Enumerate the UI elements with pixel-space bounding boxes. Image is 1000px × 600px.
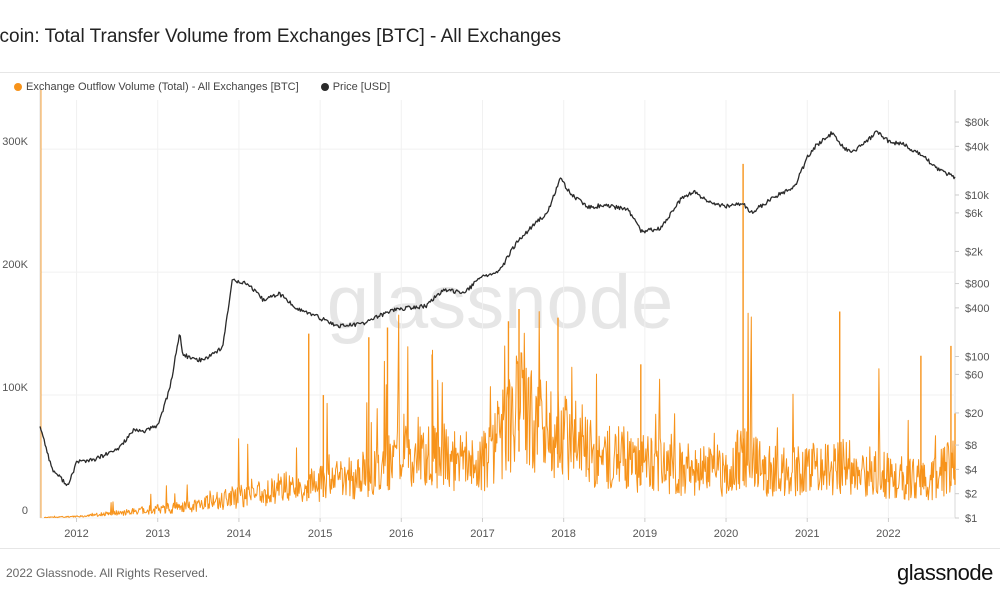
axes: 2012 2013 2014 2015 2016 2017 2018 2019 2020 2021… (2, 117, 989, 540)
y-right-tick-label: $400 (965, 303, 989, 315)
price-line (39, 130, 956, 487)
y-right-tick-label: $800 (965, 279, 989, 291)
glassnode-logo: glassnode (897, 560, 993, 585)
x-tick-label: 2019 (633, 528, 657, 540)
x-tick-label: 2021 (795, 528, 819, 540)
legend: Exchange Outflow Volume (Total) - All Ex… (14, 81, 390, 93)
copyright-text: 2022 Glassnode. All Rights Reserved. (6, 566, 209, 580)
legend-item-outflow[interactable]: Exchange Outflow Volume (Total) - All Ex… (14, 81, 299, 93)
y-right-tick-label: $1 (965, 513, 977, 525)
x-tick-label: 2016 (389, 528, 413, 540)
y-right-tick-label: $80k (965, 117, 989, 129)
y-left-tick-label: 0 (22, 505, 28, 517)
y-right-tick-label: $10k (965, 190, 989, 202)
outflow-line (43, 311, 956, 519)
legend-label-outflow: Exchange Outflow Volume (Total) - All Ex… (26, 81, 299, 93)
y-left-tick-label: 200K (2, 259, 28, 271)
x-tick-label: 2015 (308, 528, 332, 540)
x-tick-label: 2013 (145, 528, 169, 540)
y-right-tick-label: $6k (965, 208, 983, 220)
glassnode-watermark: glassnode (327, 260, 674, 345)
price-series (39, 130, 956, 487)
legend-label-price: Price [USD] (332, 81, 391, 93)
y-right-tick-label: $2k (965, 246, 983, 258)
legend-item-price[interactable]: Price [USD] (320, 81, 391, 93)
outflow-series (40, 90, 956, 519)
y-right-tick-label: $8 (965, 440, 977, 452)
y-left-tick-label: 100K (2, 382, 28, 394)
y-right-tick-label: $40k (965, 141, 989, 153)
x-tick-label: 2012 (64, 528, 88, 540)
x-tick-label: 2017 (470, 528, 494, 540)
chart-title: itcoin: Total Transfer Volume from Excha… (0, 26, 561, 47)
y-right-tick-label: $100 (965, 351, 989, 363)
x-tick-label: 2018 (551, 528, 575, 540)
y-right-tick-label: $4 (965, 464, 977, 476)
x-tick-label: 2020 (714, 528, 738, 540)
footer-divider (0, 548, 1000, 549)
y-right-tick-label: $60 (965, 369, 983, 381)
y-right-tick-label: $2 (965, 489, 977, 501)
x-tick-label: 2022 (876, 528, 900, 540)
y-right-tick-label: $20 (965, 408, 983, 420)
y-left-tick-label: 300K (2, 136, 28, 148)
legend-marker-price (320, 83, 329, 91)
header-divider (0, 72, 1000, 73)
legend-marker-outflow (14, 83, 22, 91)
x-tick-label: 2014 (227, 528, 251, 540)
